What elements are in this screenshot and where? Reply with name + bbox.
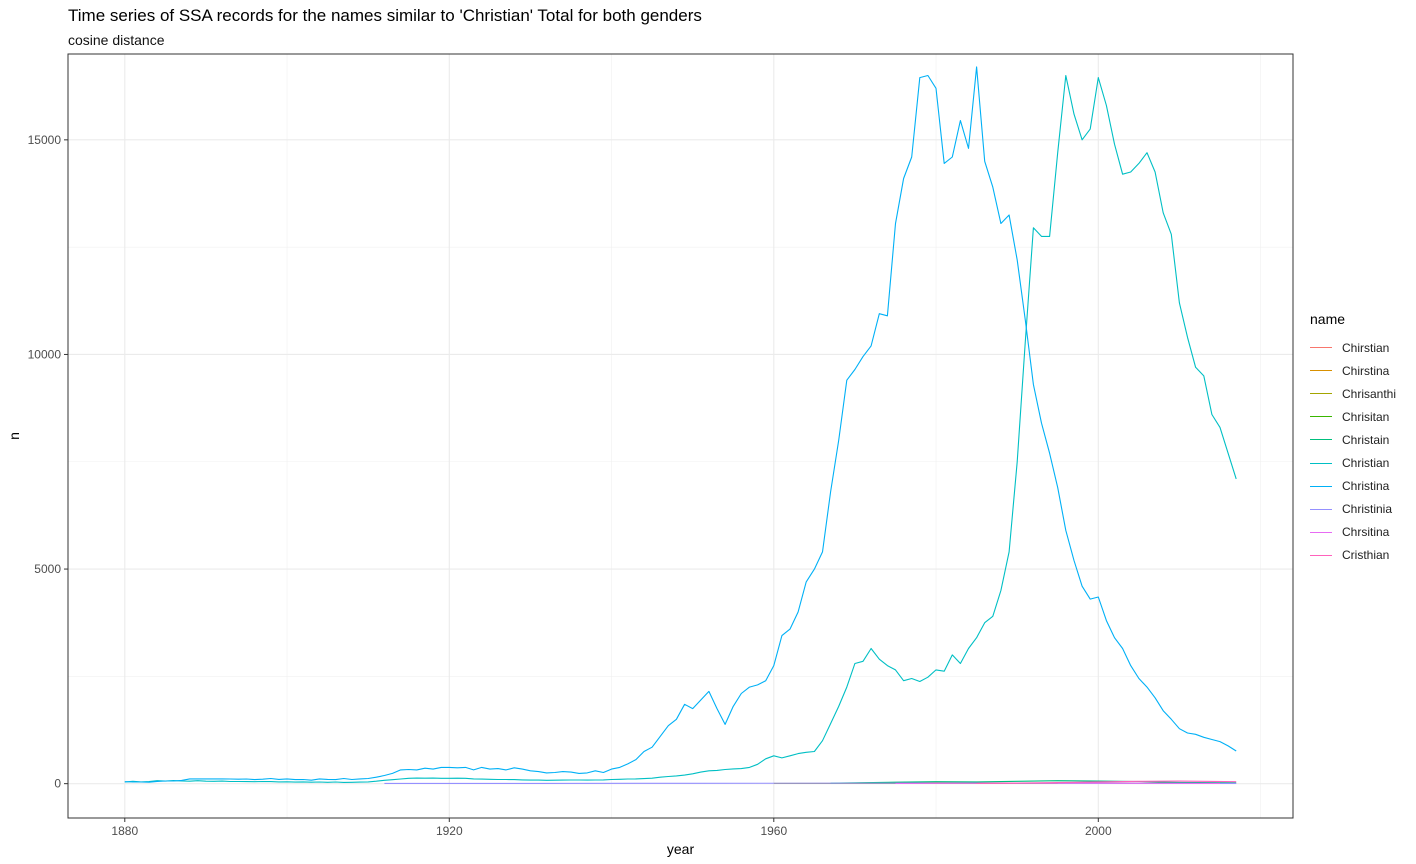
x-tick-label: 1960 (760, 824, 787, 838)
legend-item: Christian (1310, 451, 1396, 474)
x-tick-label: 2000 (1085, 824, 1112, 838)
chart-title: Time series of SSA records for the names… (68, 6, 702, 25)
legend-key (1310, 531, 1332, 533)
legend-label: Cristhian (1342, 548, 1390, 563)
y-tick-label: 5000 (34, 562, 61, 576)
legend-title: name (1310, 311, 1346, 327)
series-line-christian (124, 74, 1237, 783)
x-axis-title: year (667, 841, 695, 857)
legend-item: Chrisanthi (1310, 382, 1396, 405)
legend-item: Cristhian (1310, 544, 1396, 567)
legend-key (1310, 462, 1332, 464)
legend-label: Chrisitan (1342, 409, 1390, 424)
legend-label: Chrisanthi (1342, 386, 1397, 401)
legend-label: Christian (1342, 456, 1390, 471)
legend-label: Christain (1342, 432, 1390, 447)
legend-key (1310, 508, 1332, 510)
legend-key (1310, 416, 1332, 418)
y-axis-title: n (6, 432, 22, 440)
legend-item: Chirstina (1310, 359, 1396, 382)
x-tick-label: 1880 (111, 824, 138, 838)
y-tick-label: 15000 (28, 133, 62, 147)
legend-key (1310, 393, 1332, 395)
x-tick-label: 1920 (436, 824, 463, 838)
legend-key (1310, 439, 1332, 441)
legend-label: Chrsitina (1342, 525, 1390, 540)
series-line-christain (830, 780, 1237, 784)
y-tick-label: 10000 (28, 347, 62, 361)
legend-item: Chirstian (1310, 336, 1396, 359)
series-line-cristhian (976, 780, 1237, 784)
y-tick-label: 0 (54, 777, 61, 791)
legend-items: Chirstian Chirstina Chrisanthi Chrisitan Chr… (1310, 336, 1396, 567)
legend-item: Chrisitan (1310, 405, 1396, 428)
legend-item: Chrsitina (1310, 521, 1396, 544)
legend: name Chirstian Chirstina Chrisanthi Chrisit… (1310, 311, 1396, 567)
legend-key (1310, 554, 1332, 556)
series-line-christina (124, 66, 1237, 783)
legend-key (1310, 485, 1332, 487)
legend-item: Christain (1310, 428, 1396, 451)
legend-item: Christina (1310, 475, 1396, 498)
legend-label: Chirstian (1342, 340, 1390, 355)
chart-subtitle: cosine distance (68, 32, 165, 48)
legend-key (1310, 347, 1332, 349)
legend-key (1310, 370, 1332, 372)
legend-label: Christina (1342, 479, 1390, 494)
legend-item: Christinia (1310, 498, 1396, 521)
legend-label: Christinia (1342, 502, 1393, 517)
legend-label: Chirstina (1342, 363, 1390, 378)
plot-border (67, 53, 1294, 819)
